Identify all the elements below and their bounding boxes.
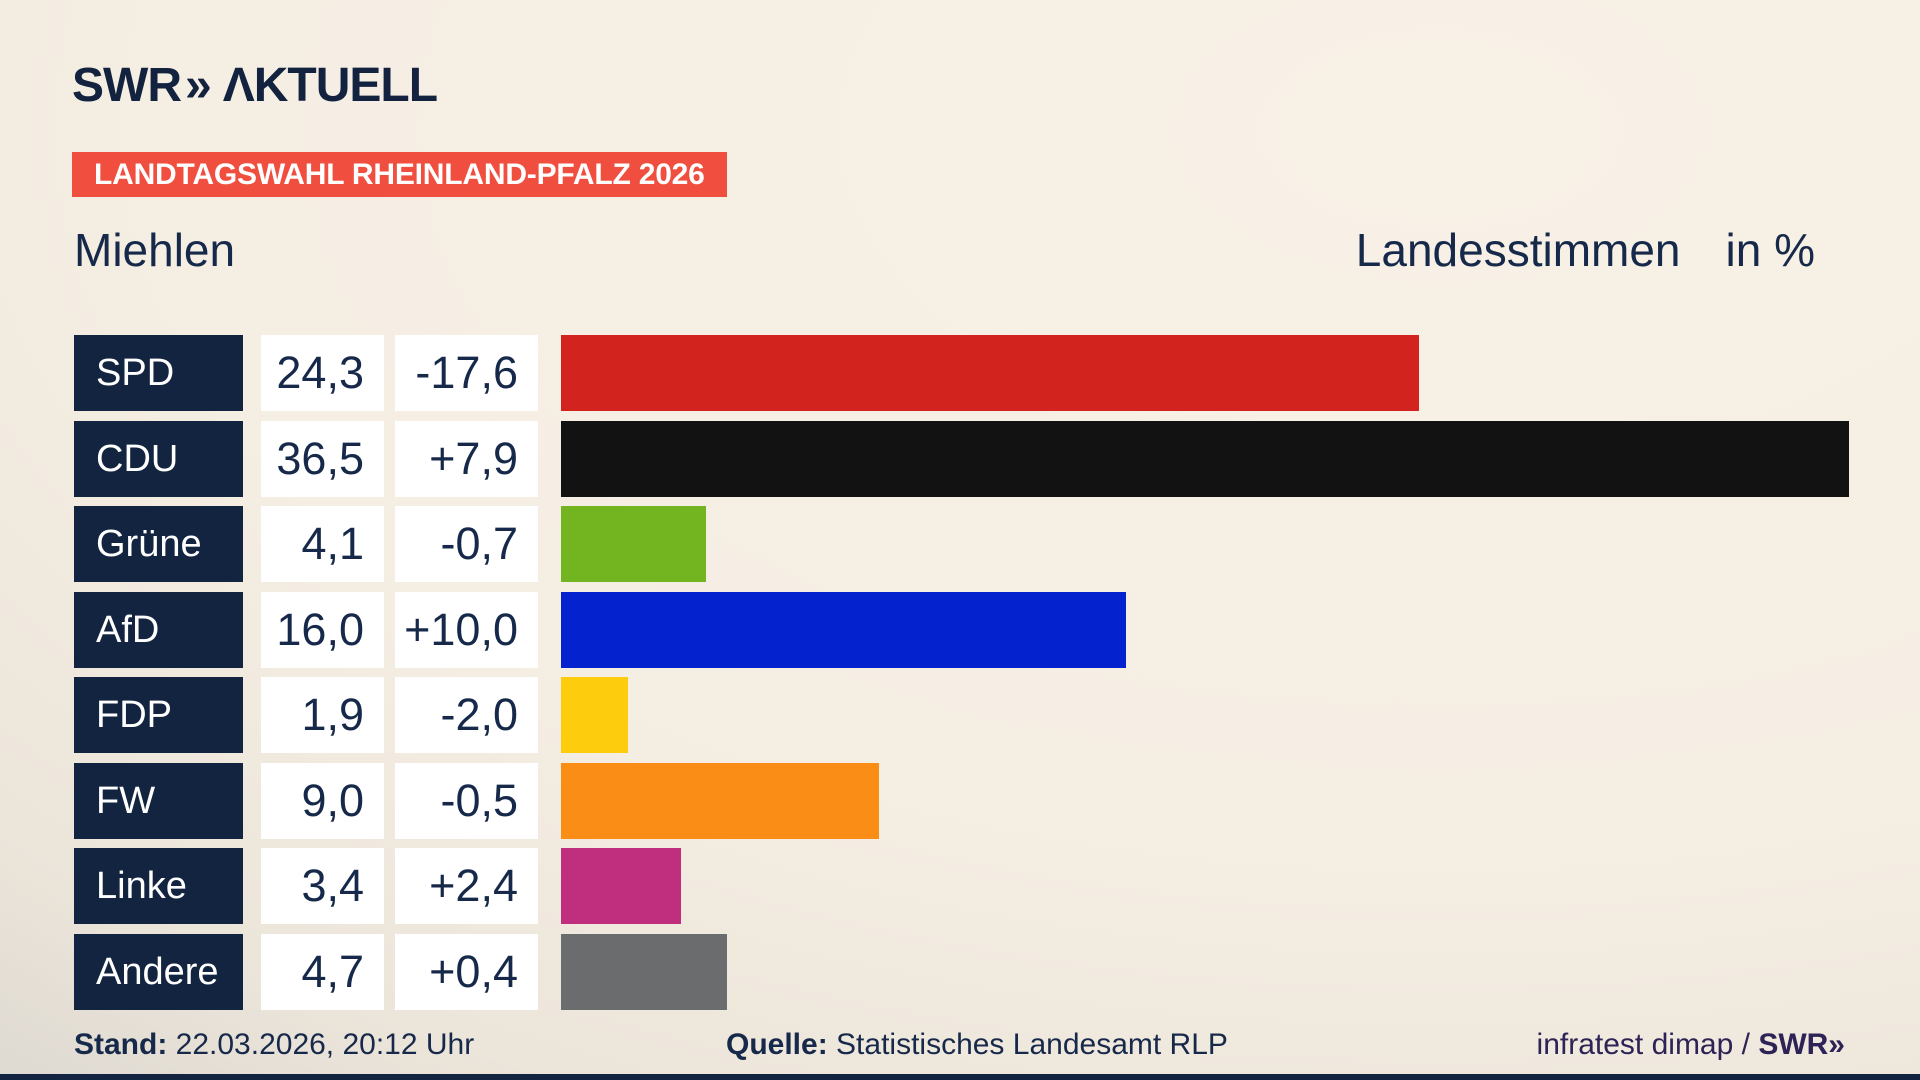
result-bar <box>561 506 706 582</box>
party-label-box: Grüne <box>74 506 243 582</box>
party-row-cdu: CDU 36,5 +7,9 <box>74 420 1849 497</box>
value-box: 9,0 <box>261 762 384 839</box>
value-box: 1,9 <box>261 677 384 753</box>
party-label-box: FDP <box>74 677 243 753</box>
quelle-label: Quelle: <box>726 1028 828 1061</box>
result-bar <box>561 762 879 839</box>
result-bar <box>561 677 628 753</box>
result-bar <box>561 591 1126 668</box>
value-box: 24,3 <box>261 335 384 411</box>
change-box: -0,7 <box>395 506 538 582</box>
party-label-box: FW <box>74 762 243 839</box>
credit-agency: infratest dimap / <box>1536 1028 1759 1061</box>
title-row: Miehlen Landesstimmen in % <box>74 220 1815 276</box>
measure-unit: in % <box>1725 224 1815 276</box>
quelle-value: Statistisches Landesamt RLP <box>827 1028 1228 1061</box>
result-bar <box>561 933 727 1010</box>
party-row-fdp: FDP 1,9 -2,0 <box>74 677 1849 753</box>
municipality-title: Miehlen <box>74 224 236 276</box>
result-bar <box>561 848 681 924</box>
change-box: -0,5 <box>395 762 538 839</box>
quelle-text: Quelle: Statistisches Landesamt RLP <box>726 1028 1228 1062</box>
measure-title: Landesstimmen in % <box>1356 224 1815 276</box>
swr-brand-mark: SWR» <box>1758 1028 1845 1061</box>
change-box: +2,4 <box>395 848 538 924</box>
change-box: +7,9 <box>395 420 538 497</box>
change-box: -17,6 <box>395 335 538 411</box>
credit-text: infratest dimap / SWR» <box>1537 1028 1845 1062</box>
value-box: 4,7 <box>261 933 384 1010</box>
party-label-box: Andere <box>74 933 243 1010</box>
value-box: 16,0 <box>261 591 384 668</box>
party-row-afd: AfD 16,0 +10,0 <box>74 591 1849 668</box>
value-box: 4,1 <box>261 506 384 582</box>
change-box: +10,0 <box>395 591 538 668</box>
value-box: 3,4 <box>261 848 384 924</box>
party-row-gruene: Grüne 4,1 -0,7 <box>74 506 1849 582</box>
value-box: 36,5 <box>261 420 384 497</box>
party-row-linke: Linke 3,4 +2,4 <box>74 848 1849 924</box>
party-label-box: CDU <box>74 420 243 497</box>
party-row-andere: Andere 4,7 +0,4 <box>74 933 1849 1010</box>
stand-text: Stand: 22.03.2026, 20:12 Uhr <box>74 1028 474 1062</box>
double-chevron-icon: » <box>184 59 212 112</box>
aktuell-wordmark: ΛKTUELL <box>222 59 438 112</box>
results-chart: SPD 24,3 -17,6 CDU 36,5 +7,9 Grüne 4,1 -… <box>74 335 1849 1019</box>
result-bar <box>561 420 1849 497</box>
measure-label: Landesstimmen <box>1355 224 1681 276</box>
party-label-box: AfD <box>74 591 243 668</box>
party-row-fw: FW 9,0 -0,5 <box>74 762 1849 839</box>
swr-aktuell-logo: SWR» ΛKTUELL <box>72 59 438 112</box>
party-label-box: SPD <box>74 335 243 411</box>
bottom-strip <box>0 1074 1920 1080</box>
result-bar <box>561 335 1419 411</box>
swr-wordmark: SWR <box>72 59 182 112</box>
party-label-box: Linke <box>74 848 243 924</box>
election-banner: LANDTAGSWAHL RHEINLAND-PFALZ 2026 <box>72 152 727 197</box>
change-box: -2,0 <box>395 677 538 753</box>
party-row-spd: SPD 24,3 -17,6 <box>74 335 1849 411</box>
change-box: +0,4 <box>395 933 538 1010</box>
stand-label: Stand: <box>74 1028 168 1061</box>
stand-value: 22.03.2026, 20:12 Uhr <box>167 1028 475 1061</box>
